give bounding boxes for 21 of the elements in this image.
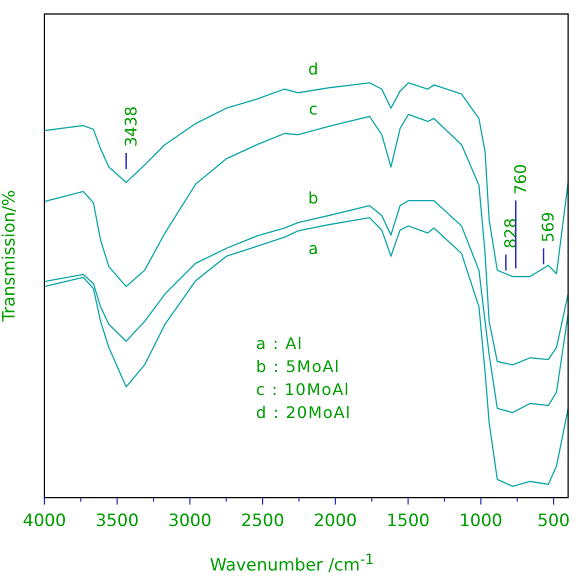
x-axis-title: Wavenumber /cm$^{-1}$ <box>208 552 376 576</box>
x-tick-label: 2500 <box>240 511 284 532</box>
series-label: b <box>308 188 318 208</box>
annotation: d : 20MoAl <box>256 402 352 424</box>
annotation: a : Al <box>256 333 304 355</box>
annotation: 3438 <box>121 106 140 147</box>
series-label: d <box>308 59 318 78</box>
annotation: c : 10MoAl <box>256 379 351 401</box>
annotation: b : 5MoAl <box>256 356 341 378</box>
x-tick-label: 500 <box>537 511 570 532</box>
annotation: 760 <box>510 164 530 194</box>
x-tick-label: 3500 <box>96 511 139 532</box>
x-tick-label: 1500 <box>386 511 430 532</box>
series-label: c <box>308 100 318 119</box>
series-label: a <box>308 238 318 258</box>
y-axis-title: Transmission/% <box>0 190 20 323</box>
annotation: 569 <box>538 212 558 242</box>
x-tick-label: 3000 <box>168 511 212 532</box>
x-tick-label: 2000 <box>314 511 357 532</box>
x-tick-label: 1000 <box>459 511 502 532</box>
x-tick-label: 4000 <box>22 511 66 532</box>
